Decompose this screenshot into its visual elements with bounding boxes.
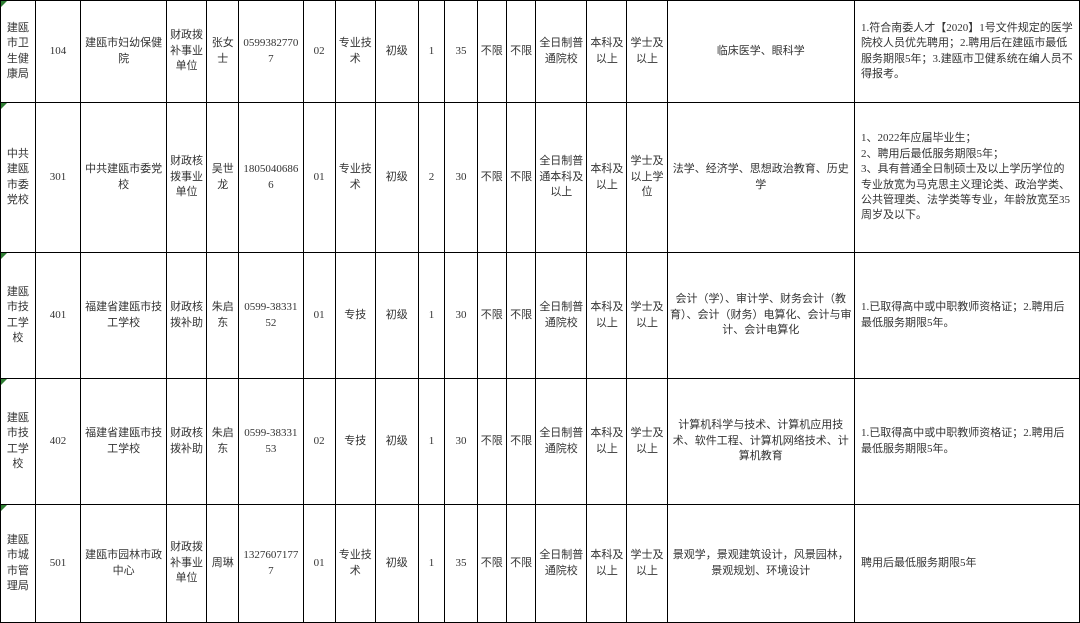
cell-c5: 05993827707 xyxy=(239,1,303,103)
cell-c9: 2 xyxy=(418,103,445,253)
cell-c2: 建瓯市园林市政中心 xyxy=(81,505,167,623)
cell-c13: 全日制普通院校 xyxy=(536,505,587,623)
cell-c5: 18050406866 xyxy=(239,103,303,253)
cell-c14: 本科及以上 xyxy=(587,379,627,505)
cell-c6: 02 xyxy=(303,1,335,103)
cell-c7: 专业技术 xyxy=(335,505,375,623)
cell-c8: 初级 xyxy=(375,1,418,103)
cell-c14: 本科及以上 xyxy=(587,505,627,623)
cell-c3: 财政拨补事业单位 xyxy=(166,1,206,103)
cell-c9: 1 xyxy=(418,1,445,103)
cell-c6: 02 xyxy=(303,379,335,505)
cell-c15: 学士及以上 xyxy=(627,505,667,623)
cell-c10: 30 xyxy=(445,379,477,505)
cell-c3: 财政拨补事业单位 xyxy=(166,505,206,623)
cell-c17: 1.符合南委人才【2020】1号文件规定的医学院校人员优先聘用；2.聘用后在建瓯… xyxy=(854,1,1079,103)
cell-c12: 不限 xyxy=(506,505,535,623)
cell-c4: 朱启东 xyxy=(207,379,239,505)
cell-c8: 初级 xyxy=(375,253,418,379)
cell-c10: 30 xyxy=(445,103,477,253)
cell-c7: 专业技术 xyxy=(335,103,375,253)
cell-c8: 初级 xyxy=(375,103,418,253)
cell-c5: 13276071777 xyxy=(239,505,303,623)
cell-c17: 聘用后最低服务期限5年 xyxy=(854,505,1079,623)
cell-c3: 财政核拨补助 xyxy=(166,379,206,505)
cell-c2: 建瓯市妇幼保健院 xyxy=(81,1,167,103)
cell-c15: 学士及以上 xyxy=(627,253,667,379)
cell-c3: 财政核拨事业单位 xyxy=(166,103,206,253)
table-body: 建瓯市卫生健康局104建瓯市妇幼保健院财政拨补事业单位张女士0599382770… xyxy=(1,1,1080,623)
cell-c4: 吴世龙 xyxy=(207,103,239,253)
cell-c9: 1 xyxy=(418,505,445,623)
cell-c17: 1.已取得高中或中职教师资格证；2.聘用后最低服务期限5年。 xyxy=(854,253,1079,379)
table-row: 中共建瓯市委党校301中共建瓯市委党校财政核拨事业单位吴世龙1805040686… xyxy=(1,103,1080,253)
cell-c16: 计算机科学与技术、计算机应用技术、软件工程、计算机网络技术、计算机教育 xyxy=(667,379,854,505)
cell-c4: 周琳 xyxy=(207,505,239,623)
cell-c13: 全日制普通院校 xyxy=(536,379,587,505)
cell-c7: 专技 xyxy=(335,253,375,379)
cell-c7: 专技 xyxy=(335,379,375,505)
cell-c12: 不限 xyxy=(506,103,535,253)
cell-c0: 建瓯市卫生健康局 xyxy=(1,1,36,103)
cell-c5: 0599-3833153 xyxy=(239,379,303,505)
cell-c10: 30 xyxy=(445,253,477,379)
cell-c10: 35 xyxy=(445,1,477,103)
cell-c1: 501 xyxy=(35,505,81,623)
cell-c2: 福建省建瓯市技工学校 xyxy=(81,379,167,505)
cell-c0: 建瓯市城市管理局 xyxy=(1,505,36,623)
cell-c4: 朱启东 xyxy=(207,253,239,379)
cell-c8: 初级 xyxy=(375,505,418,623)
cell-c6: 01 xyxy=(303,505,335,623)
cell-c14: 本科及以上 xyxy=(587,1,627,103)
cell-c1: 402 xyxy=(35,379,81,505)
cell-c16: 临床医学、眼科学 xyxy=(667,1,854,103)
cell-c12: 不限 xyxy=(506,379,535,505)
cell-c4: 张女士 xyxy=(207,1,239,103)
cell-c15: 学士及以上 xyxy=(627,1,667,103)
cell-c11: 不限 xyxy=(477,1,506,103)
cell-c14: 本科及以上 xyxy=(587,103,627,253)
cell-c16: 会计（学）、审计学、财务会计（教育）、会计（财务）电算化、会计与审计、会计电算化 xyxy=(667,253,854,379)
cell-c2: 中共建瓯市委党校 xyxy=(81,103,167,253)
cell-c8: 初级 xyxy=(375,379,418,505)
cell-c1: 401 xyxy=(35,253,81,379)
cell-c17: 1、2022年应届毕业生；2、聘用后最低服务期限5年；3、具有普通全日制硕士及以… xyxy=(854,103,1079,253)
cell-c16: 法学、经济学、思想政治教育、历史学 xyxy=(667,103,854,253)
cell-c5: 0599-3833152 xyxy=(239,253,303,379)
cell-c13: 全日制普通院校 xyxy=(536,1,587,103)
cell-c11: 不限 xyxy=(477,103,506,253)
cell-c7: 专业技术 xyxy=(335,1,375,103)
cell-c0: 建瓯市技工学校 xyxy=(1,379,36,505)
cell-c11: 不限 xyxy=(477,505,506,623)
cell-c17: 1.已取得高中或中职教师资格证；2.聘用后最低服务期限5年。 xyxy=(854,379,1079,505)
cell-c1: 104 xyxy=(35,1,81,103)
cell-c2: 福建省建瓯市技工学校 xyxy=(81,253,167,379)
table-row: 建瓯市技工学校402福建省建瓯市技工学校财政核拨补助朱启东0599-383315… xyxy=(1,379,1080,505)
cell-c16: 景观学，景观建筑设计，风景园林，景观规划、环境设计 xyxy=(667,505,854,623)
table-row: 建瓯市卫生健康局104建瓯市妇幼保健院财政拨补事业单位张女士0599382770… xyxy=(1,1,1080,103)
cell-c9: 1 xyxy=(418,253,445,379)
cell-c15: 学士及以上 xyxy=(627,379,667,505)
cell-c0: 建瓯市技工学校 xyxy=(1,253,36,379)
cell-c6: 01 xyxy=(303,103,335,253)
cell-c9: 1 xyxy=(418,379,445,505)
cell-c11: 不限 xyxy=(477,253,506,379)
table-row: 建瓯市技工学校401福建省建瓯市技工学校财政核拨补助朱启东0599-383315… xyxy=(1,253,1080,379)
cell-c0: 中共建瓯市委党校 xyxy=(1,103,36,253)
cell-c11: 不限 xyxy=(477,379,506,505)
cell-c1: 301 xyxy=(35,103,81,253)
cell-c12: 不限 xyxy=(506,1,535,103)
cell-c13: 全日制普通本科及以上 xyxy=(536,103,587,253)
cell-c3: 财政核拨补助 xyxy=(166,253,206,379)
table-row: 建瓯市城市管理局501建瓯市园林市政中心财政拨补事业单位周琳1327607177… xyxy=(1,505,1080,623)
recruitment-table: 建瓯市卫生健康局104建瓯市妇幼保健院财政拨补事业单位张女士0599382770… xyxy=(0,0,1080,623)
cell-c13: 全日制普通院校 xyxy=(536,253,587,379)
cell-c6: 01 xyxy=(303,253,335,379)
cell-c10: 35 xyxy=(445,505,477,623)
cell-c14: 本科及以上 xyxy=(587,253,627,379)
cell-c15: 学士及以上学位 xyxy=(627,103,667,253)
cell-c12: 不限 xyxy=(506,253,535,379)
